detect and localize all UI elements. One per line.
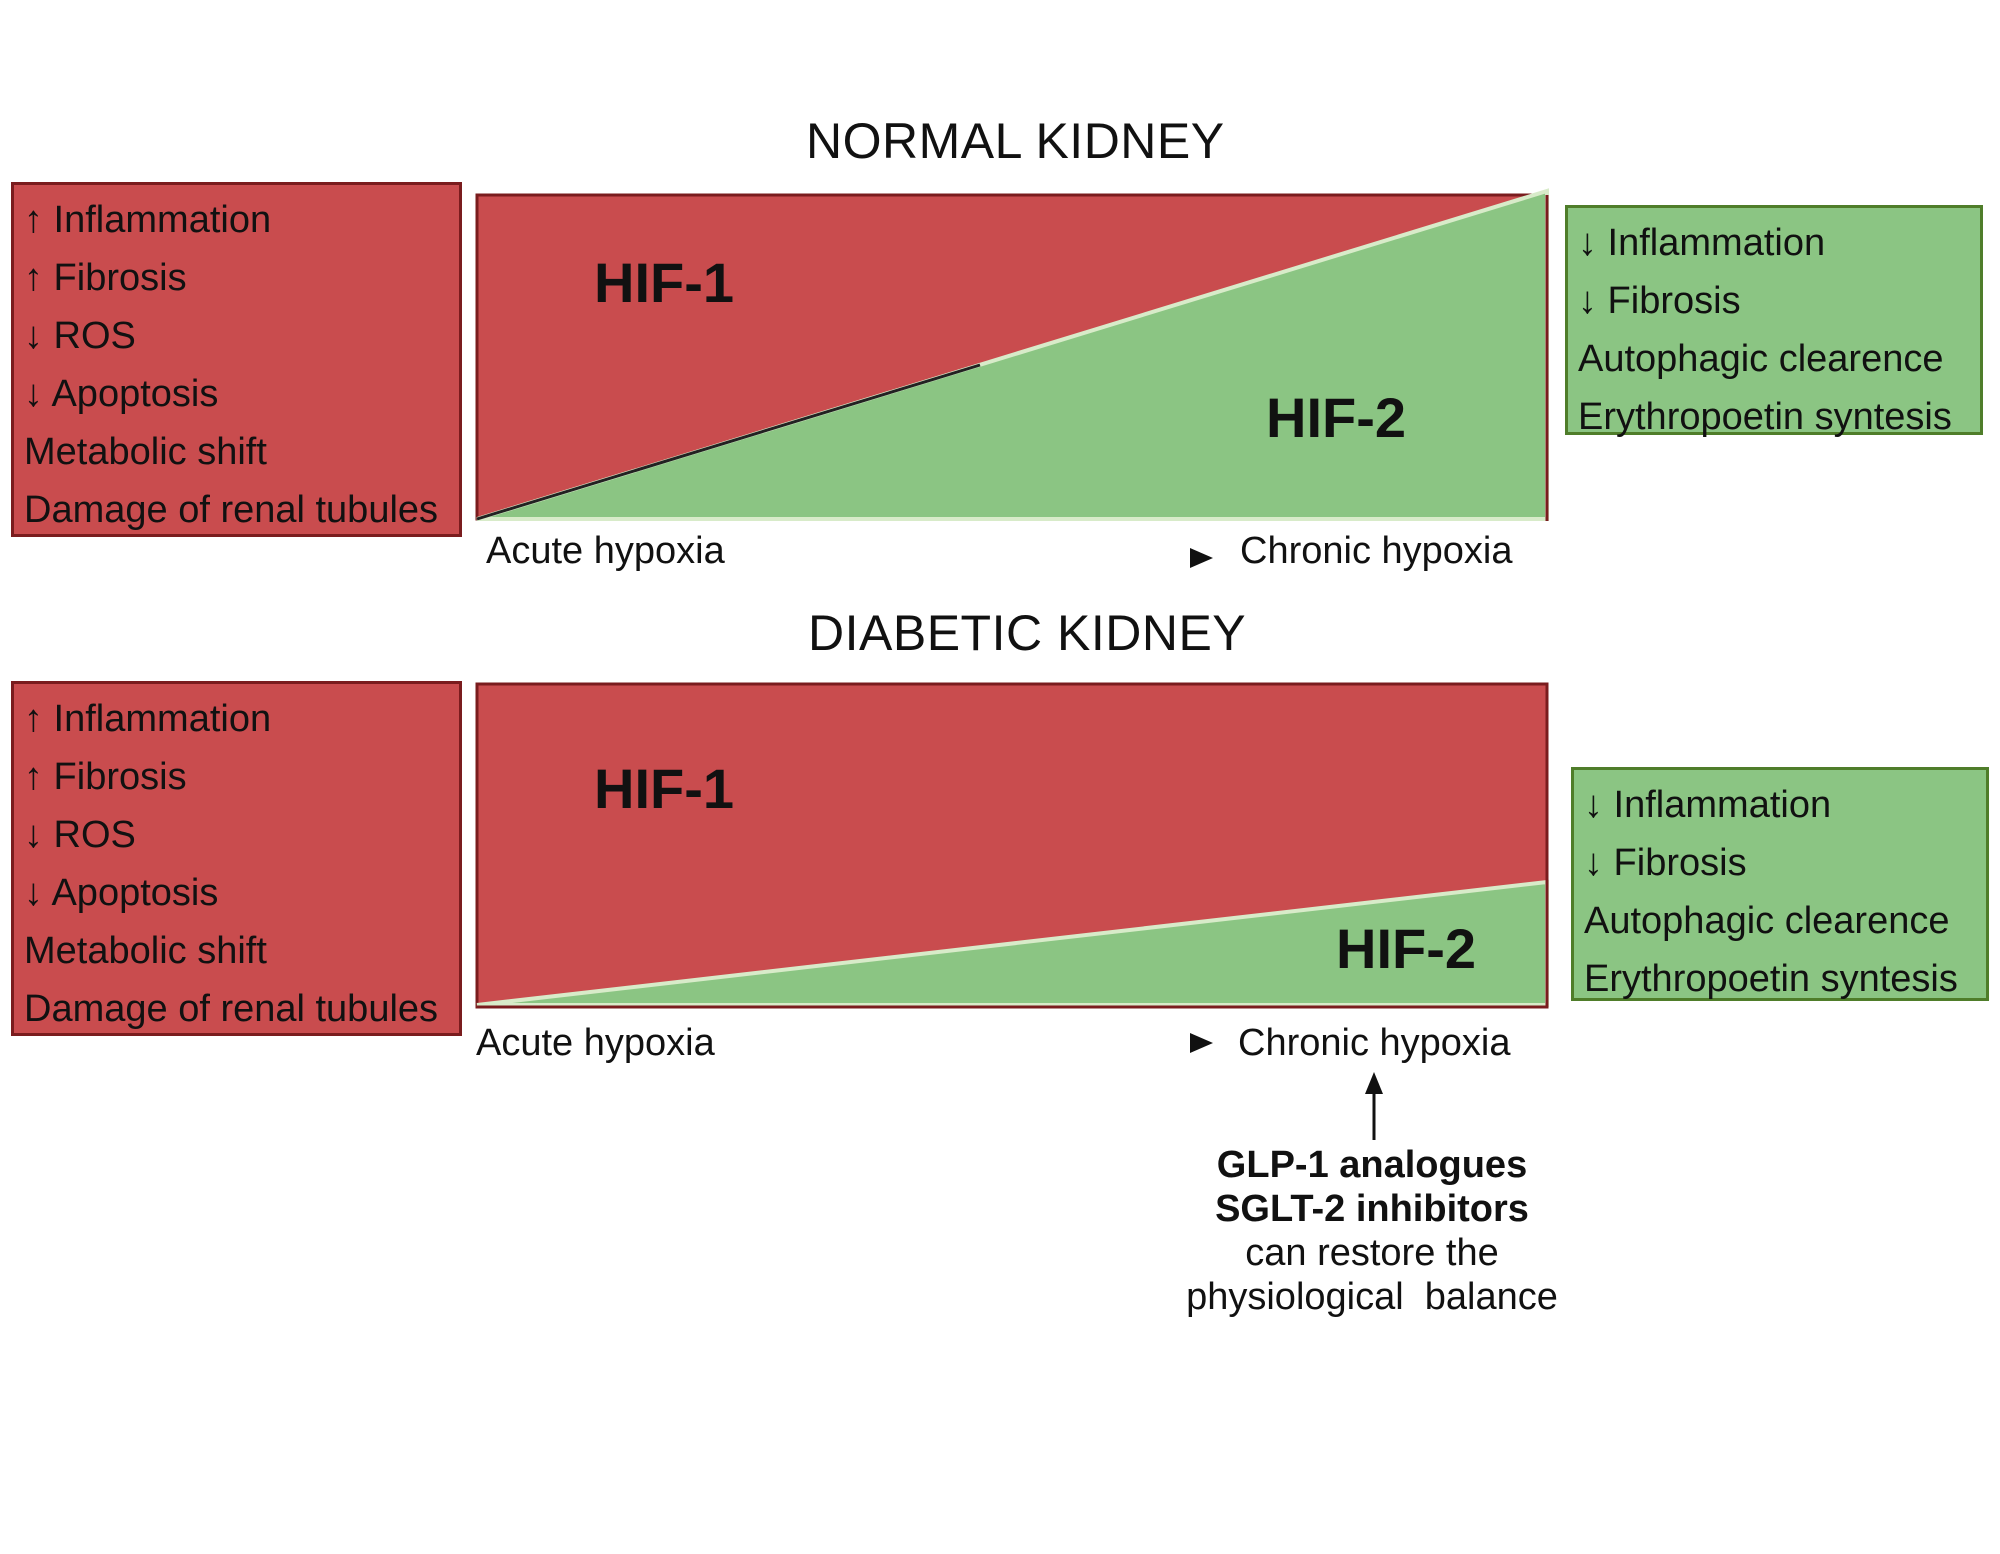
normal-left-effect: ↓ ROS	[24, 315, 136, 357]
normal-divider-line	[476, 363, 981, 521]
normal-left-effect: ↑ Fibrosis	[24, 257, 187, 299]
therapy-balance-text: physiological balance	[1186, 1276, 1558, 1318]
therapy-sglt2-label: SGLT-2 inhibitors	[1215, 1188, 1529, 1230]
normal-time-arrow-head	[1190, 548, 1213, 568]
normal-left-effect: ↓ Apoptosis	[24, 373, 219, 415]
diabetic-axis-start-label: Acute hypoxia	[476, 1022, 715, 1064]
diabetic-hif2-label: HIF-2	[1336, 917, 1476, 980]
normal-left-effect: Metabolic shift	[24, 431, 267, 473]
diabetic-right-effects-box: ↓ Inflammation ↓ Fibrosis Autophagic cle…	[1571, 767, 1989, 1001]
normal-kidney-title: NORMAL KIDNEY	[806, 113, 1225, 169]
normal-right-effect: ↓ Fibrosis	[1578, 280, 1741, 322]
normal-axis-start-label: Acute hypoxia	[486, 530, 725, 572]
diabetic-kidney-title: DIABETIC KIDNEY	[808, 605, 1247, 661]
normal-hif1-label: HIF-1	[594, 251, 734, 314]
normal-right-effect: Autophagic clearence	[1578, 338, 1944, 380]
therapy-restore-text: can restore the	[1245, 1232, 1499, 1274]
therapy-up-arrow-head	[1365, 1072, 1383, 1094]
normal-right-effect: Erythropoetin syntesis	[1578, 396, 1952, 438]
normal-axis-end-label: Chronic hypoxia	[1240, 530, 1513, 572]
diabetic-axis-end-label: Chronic hypoxia	[1238, 1022, 1511, 1064]
diabetic-left-effect: ↓ ROS	[24, 814, 136, 856]
diabetic-time-arrow-head	[1190, 1033, 1213, 1053]
normal-left-effects-box: ↑ Inflammation ↑ Fibrosis ↓ ROS ↓ Apopto…	[11, 182, 462, 537]
diabetic-left-effect: Metabolic shift	[24, 930, 267, 972]
diabetic-right-effect: ↓ Inflammation	[1584, 784, 1832, 826]
therapy-glp1-label: GLP-1 analogues	[1216, 1144, 1528, 1186]
normal-right-effects-box: ↓ Inflammation ↓ Fibrosis Autophagic cle…	[1565, 205, 1983, 438]
normal-hif2-label: HIF-2	[1266, 386, 1406, 449]
diabetic-left-effects-box: ↑ Inflammation ↑ Fibrosis ↓ ROS ↓ Apopto…	[11, 681, 462, 1036]
diabetic-left-effect: Damage of renal tubules	[24, 988, 439, 1030]
diabetic-right-effect: ↓ Fibrosis	[1584, 842, 1747, 884]
diabetic-left-effect: ↑ Inflammation	[24, 698, 272, 740]
diabetic-hif1-label: HIF-1	[594, 757, 734, 820]
normal-right-effect: ↓ Inflammation	[1578, 222, 1826, 264]
diabetic-right-effect: Autophagic clearence	[1584, 900, 1950, 942]
therapy-note: GLP-1 analogues SGLT-2 inhibitors can re…	[1172, 1143, 1572, 1319]
normal-left-effect: ↑ Inflammation	[24, 199, 272, 241]
diabetic-left-effect: ↓ Apoptosis	[24, 872, 219, 914]
diabetic-left-effect: ↑ Fibrosis	[24, 756, 187, 798]
normal-left-effect: Damage of renal tubules	[24, 489, 439, 531]
diabetic-right-effect: Erythropoetin syntesis	[1584, 958, 1958, 1000]
